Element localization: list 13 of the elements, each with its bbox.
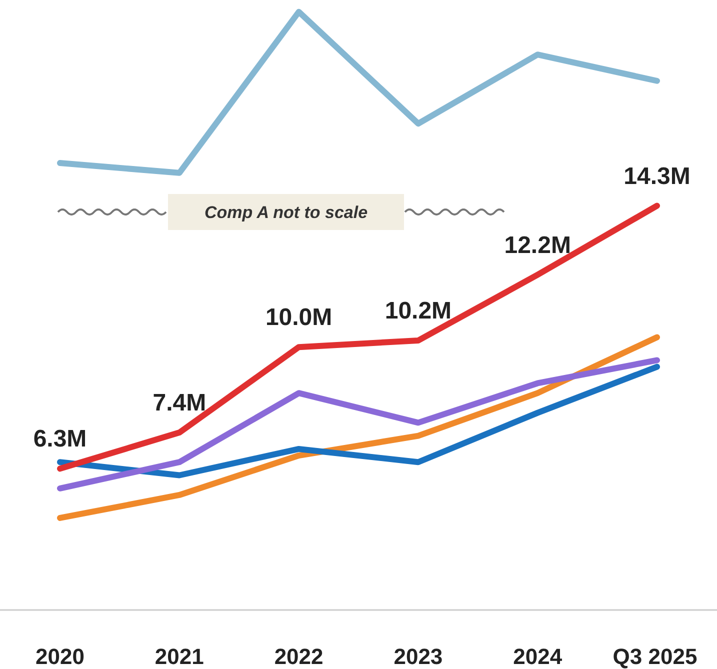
data-label: 12.2M xyxy=(504,232,571,259)
data-label: 10.0M xyxy=(265,304,332,332)
x-tick-label: Q3 2025 xyxy=(612,644,698,669)
data-label: 6.3M xyxy=(33,426,87,453)
data-label: 10.2M xyxy=(384,298,452,325)
x-tick-label: 2022 xyxy=(274,644,324,669)
x-tick-label: 2023 xyxy=(394,644,443,669)
data-label: 7.4M xyxy=(152,390,206,417)
x-tick-label: 2024 xyxy=(513,644,563,669)
annotation: Comp A not to scale xyxy=(204,203,368,222)
data-label: 14.3M xyxy=(624,162,690,190)
x-tick-label: 2021 xyxy=(154,644,204,669)
x-tick-label: 2020 xyxy=(36,644,84,669)
